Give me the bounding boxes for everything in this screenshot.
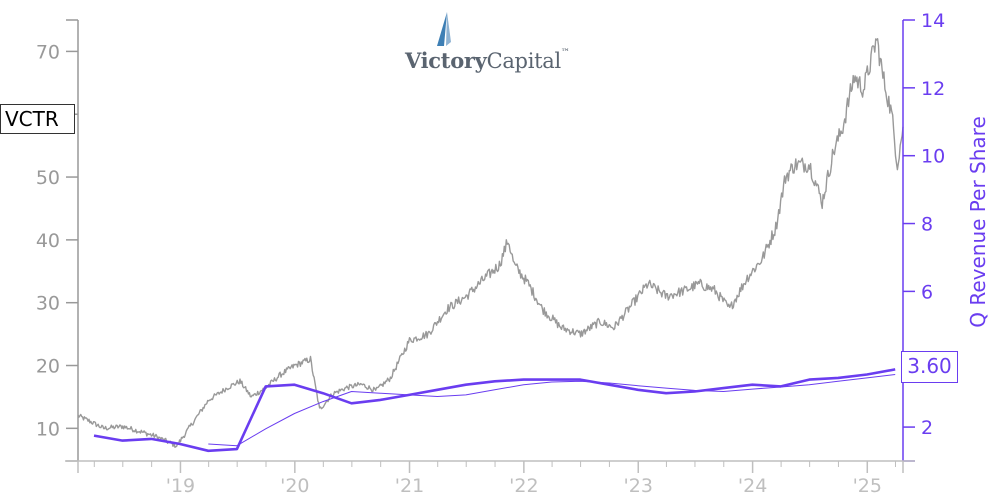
left-tick-label: 40 [36,230,60,252]
victory-capital-logo: VictoryCapital™ [405,10,585,78]
logo-trademark: ™ [560,48,570,58]
revenue-trend-layer [208,374,896,447]
x-tick-label: '19 [166,475,195,497]
left-tick-label: 10 [36,418,60,440]
x-tick-label: '24 [738,475,767,497]
logo-word-victory: Victory [405,48,487,73]
right-tick-label: 2 [921,417,933,439]
right-tick-label: 10 [921,146,945,168]
x-tick-label: '25 [853,475,882,497]
right-tick-label: 6 [921,281,933,303]
revenue-line [93,368,896,453]
right-tick-label: 8 [921,214,933,236]
revenue-series-layer [93,368,896,453]
revenue-trend-line [208,374,896,447]
left-tick-label: 70 [36,41,60,63]
ticker-label: VCTR [0,104,75,134]
left-tick-label: 50 [36,167,60,189]
sail-logo-icon [437,12,451,46]
right-axis-title: Q Revenue Per Share [966,116,990,328]
x-tick-label: '23 [624,475,653,497]
x-tick-label: '22 [509,475,538,497]
price-series-layer [77,38,904,448]
right-tick-label: 12 [921,78,945,100]
left-tick-label: 20 [36,356,60,378]
left-tick-label: 30 [36,293,60,315]
current-value-label: 3.60 [901,351,958,383]
price-line [77,38,904,448]
logo-word-capital: Capital [486,49,562,73]
x-tick-label: '20 [280,475,309,497]
axes-layer: 10 20 30 40 50 70 2 6 8 10 12 14 '19 '20 '21 '22 '23 '24 '… [36,10,945,497]
x-tick-label: '21 [395,475,424,497]
right-tick-label: 14 [921,10,945,32]
